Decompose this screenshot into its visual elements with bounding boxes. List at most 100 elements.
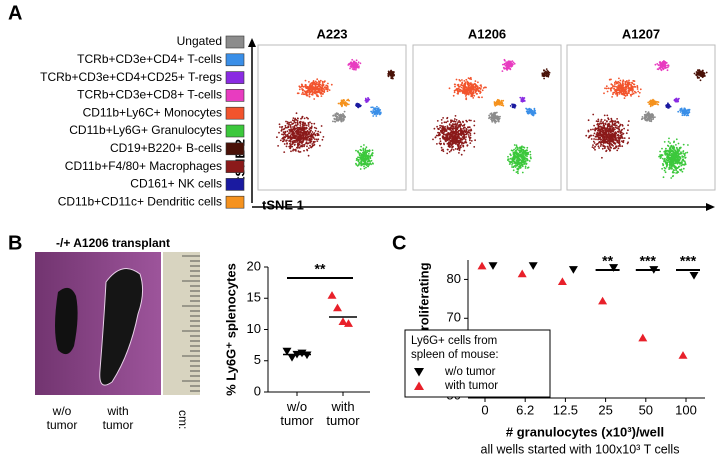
tsne-point (301, 131, 303, 133)
tsne-point (298, 131, 300, 133)
tsne-point (678, 143, 680, 145)
tsne-point (475, 85, 477, 87)
tsne-point (476, 93, 478, 95)
tsne-point (670, 162, 672, 164)
tsne-point (307, 137, 309, 139)
tsne-point (307, 143, 309, 145)
y-tick-label: 20 (247, 258, 261, 273)
tsne-point (372, 106, 374, 108)
tsne-point (294, 126, 296, 128)
tsne-point (608, 123, 610, 125)
tsne-point (665, 154, 667, 156)
tsne-point (313, 98, 315, 100)
tsne-point (478, 90, 480, 92)
legend-swatch (226, 36, 244, 48)
axis-label: tSNE 1 (262, 197, 304, 212)
tsne-point (524, 147, 526, 149)
tsne-point (698, 77, 700, 79)
tsne-point (511, 157, 513, 159)
tsne-point (593, 141, 595, 143)
tsne-point (449, 132, 451, 134)
tsne-point (449, 124, 451, 126)
tsne-point (465, 136, 467, 138)
tsne-point (525, 166, 527, 168)
tsne-point (360, 62, 362, 64)
tsne-point (547, 75, 549, 77)
tsne-point (513, 160, 515, 162)
tsne-point (639, 92, 641, 94)
tsne-point (543, 78, 545, 80)
tsne-point (455, 139, 457, 141)
tsne-point (364, 159, 366, 161)
tsne-point (311, 91, 313, 93)
tsne-point (276, 136, 278, 138)
tsne-point (304, 132, 306, 134)
tsne-point (702, 70, 704, 72)
tsne-point (360, 150, 362, 152)
tsne-point (442, 117, 444, 119)
tsne-point (331, 84, 333, 86)
tsne-point (503, 67, 505, 69)
tsne-point (357, 105, 359, 107)
tsne-point (461, 132, 463, 134)
tsne-point (461, 83, 463, 85)
tsne-point (316, 78, 318, 80)
legend-label: TCRb+CD3e+CD4+ T-cells (77, 52, 222, 66)
tsne-point (287, 134, 289, 136)
tsne-point (473, 125, 475, 127)
tsne-point (517, 172, 519, 174)
tsne-point (631, 86, 633, 88)
tsne-point (498, 121, 500, 123)
tsne-point (446, 137, 448, 139)
tsne-point (470, 92, 472, 94)
tsne-point (677, 111, 679, 113)
tsne-point (645, 111, 647, 113)
tsne-point (311, 143, 313, 145)
tsne-point (374, 112, 376, 114)
tsne-point (321, 86, 323, 88)
tsne-point (601, 141, 603, 143)
tsne-point (455, 148, 457, 150)
tsne-point (360, 168, 362, 170)
tsne-point (358, 160, 360, 162)
tsne-point (704, 75, 706, 77)
tsne-point (665, 67, 667, 69)
tsne-point (606, 120, 608, 122)
tsne-point (282, 137, 284, 139)
tsne-point (515, 149, 517, 151)
tsne-point (366, 155, 368, 157)
tsne-point (595, 139, 597, 141)
tsne-point (324, 80, 326, 82)
panel-label: B (8, 232, 22, 254)
tsne-point (460, 145, 462, 147)
tsne-point (283, 129, 285, 131)
tsne-point (444, 128, 446, 130)
tsne-point (465, 131, 467, 133)
tsne-point (461, 139, 463, 141)
tsne-point (679, 157, 681, 159)
tsne-point (288, 122, 290, 124)
tsne-point (454, 135, 456, 137)
tsne-point (637, 86, 639, 88)
tsne-point (297, 147, 299, 149)
tsne-point (302, 141, 304, 143)
tsne-point (620, 124, 622, 126)
tsne-point (290, 137, 292, 139)
tsne-point (527, 159, 529, 161)
tsne-point (300, 142, 302, 144)
legend-label: with tumor (444, 380, 498, 392)
tsne-point (454, 141, 456, 143)
tsne-point (615, 145, 617, 147)
tsne-point (321, 95, 323, 97)
tsne-point (652, 115, 654, 117)
tsne-point (441, 122, 443, 124)
tsne-point (371, 111, 373, 113)
data-point (558, 277, 567, 285)
tsne-point (603, 137, 605, 139)
tsne-point (291, 138, 293, 140)
tsne-point (684, 155, 686, 157)
tsne-point (645, 115, 647, 117)
tsne-point (285, 121, 287, 123)
tsne-point (518, 169, 520, 171)
ruler (163, 252, 200, 395)
